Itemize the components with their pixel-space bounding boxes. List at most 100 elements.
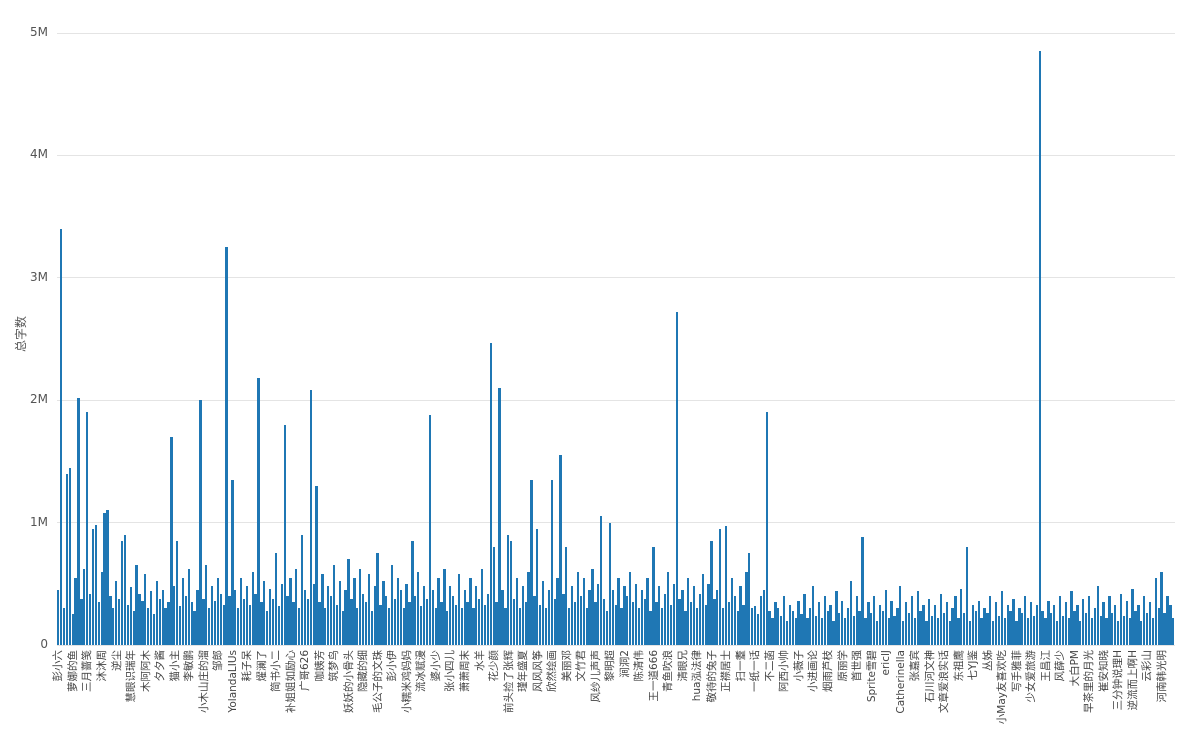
bar <box>1053 604 1056 645</box>
bar <box>684 610 687 645</box>
bar <box>103 512 106 645</box>
bar <box>614 604 617 645</box>
bar <box>1067 618 1070 645</box>
bar <box>1035 604 1038 645</box>
bar <box>1169 604 1172 645</box>
x-tick-label: 敬待的兔子 <box>705 650 718 703</box>
bar <box>675 312 678 645</box>
bar <box>1105 618 1108 645</box>
bar <box>234 589 237 645</box>
bar <box>315 485 318 645</box>
bar <box>370 610 373 645</box>
bar <box>971 604 975 645</box>
bar <box>437 577 440 645</box>
bar <box>167 602 170 645</box>
x-tick-label: hua泓法律 <box>691 650 704 702</box>
bar <box>129 587 132 645</box>
bar <box>936 618 940 645</box>
bar <box>585 608 588 645</box>
x-tick-label: Sprite雪碧 <box>865 650 878 703</box>
bar <box>1073 610 1076 645</box>
bar <box>411 540 414 645</box>
bar <box>727 602 731 645</box>
y-tick-label: 3M <box>30 269 48 284</box>
bar <box>1096 586 1099 645</box>
bar <box>117 598 121 645</box>
x-tick-label: 河南韩光明 <box>1155 650 1168 703</box>
bar <box>756 614 760 645</box>
x-tick-label: 扫一耋 <box>734 650 747 682</box>
bar <box>791 610 794 645</box>
bar <box>541 581 545 645</box>
bar <box>521 586 524 645</box>
bar <box>219 593 222 645</box>
x-tick-label: 彭小伊 <box>386 650 399 682</box>
bar <box>312 583 315 645</box>
x-tick-label: 夕夕酱 <box>154 650 167 682</box>
x-tick-label: 黎明超 <box>604 650 617 682</box>
y-tick-label: 4M <box>30 147 48 162</box>
bar <box>620 608 623 645</box>
bar <box>681 589 684 645</box>
bar <box>710 540 713 645</box>
bar <box>1163 613 1166 645</box>
bar <box>602 598 606 645</box>
bar <box>939 593 943 645</box>
bar <box>803 593 806 645</box>
bar <box>852 615 855 645</box>
x-tick-label: 三月蔷笺 <box>81 650 94 692</box>
bar <box>1050 613 1053 645</box>
bar <box>896 608 899 645</box>
bar <box>190 602 193 645</box>
bar <box>309 390 312 645</box>
bar <box>1012 598 1015 645</box>
bar <box>823 596 826 645</box>
bar <box>739 586 742 645</box>
bar <box>550 479 553 645</box>
bar <box>605 610 609 645</box>
bar <box>835 591 838 645</box>
bar <box>588 589 591 645</box>
bar <box>248 604 251 645</box>
gridline <box>57 399 1175 401</box>
bar <box>1148 602 1152 645</box>
bar <box>893 615 896 645</box>
bar <box>713 598 716 645</box>
bar <box>652 547 655 645</box>
bar <box>1000 591 1004 645</box>
bar <box>77 397 80 645</box>
bar <box>997 615 1001 645</box>
bar <box>933 604 937 645</box>
bar <box>745 571 748 645</box>
bar <box>806 618 809 645</box>
x-tick-label: 筑梦鸟 <box>328 650 341 682</box>
bar <box>870 613 873 645</box>
bar <box>922 604 925 645</box>
bar <box>570 586 574 645</box>
bar <box>492 547 495 645</box>
x-tick-label: 陈清伟 <box>633 650 646 682</box>
bar <box>1079 620 1082 645</box>
bar <box>254 593 257 645</box>
bar <box>350 598 353 645</box>
bar <box>986 613 989 645</box>
bar <box>1055 620 1059 645</box>
bar <box>295 569 298 645</box>
x-tick-label: Catherinella <box>894 650 907 714</box>
bar <box>1137 604 1140 645</box>
bar <box>277 605 280 645</box>
bar <box>213 600 217 645</box>
bar <box>419 605 423 645</box>
x-tick-label: 青鱼吹浪 <box>662 650 675 692</box>
x-tick-label: 首世强 <box>851 650 864 682</box>
bar <box>515 577 519 645</box>
bar <box>945 602 948 645</box>
bar <box>634 583 638 645</box>
bar <box>1064 602 1067 645</box>
bar <box>582 577 585 645</box>
bar <box>237 608 240 645</box>
bar <box>57 589 60 645</box>
bar <box>1099 615 1102 645</box>
bar <box>344 589 347 645</box>
bar <box>1172 618 1175 645</box>
